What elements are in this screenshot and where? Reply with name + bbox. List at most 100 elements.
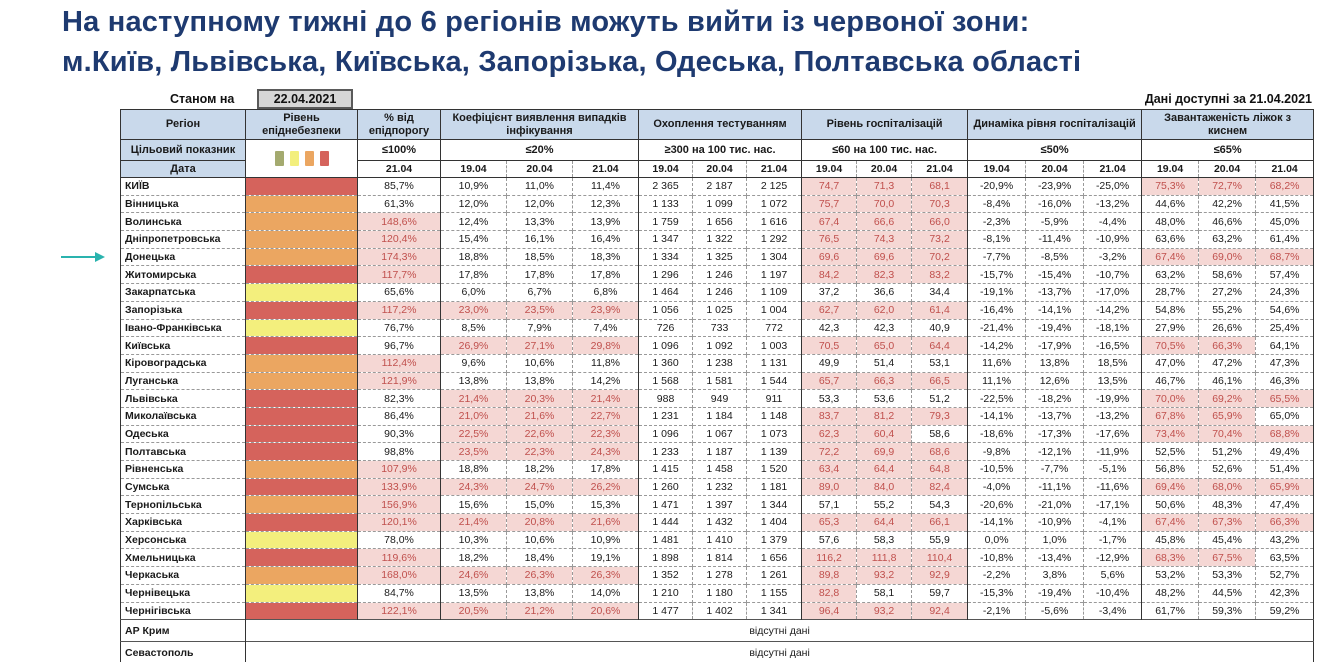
value-cell: 61,3% (357, 194, 441, 213)
value-cell: 18,2% (440, 548, 507, 567)
value-cell: 23,5% (506, 300, 573, 319)
table-row: Черкаська 168,0% 24,6% 26,3% 26,3% 1 352 1 278… (120, 566, 1314, 585)
table-header: Регіон Рівень епіднебезпеки% від епідпоро… (120, 109, 1315, 178)
value-cell: 45,8% (1141, 530, 1199, 549)
value-cell: 51,2 (911, 389, 968, 408)
date-header: 21.04 (911, 160, 968, 178)
target-value-4: ≤50% (967, 139, 1142, 161)
value-cell: 70,5% (1141, 336, 1199, 355)
region-name: Львівська (120, 389, 246, 408)
table-row: Донецька 174,3% 18,8% 18,5% 18,3% 1 334 1 325 1… (120, 247, 1314, 266)
group-header-0: % від епідпорогу (357, 109, 441, 140)
level-cell-orange (245, 194, 358, 213)
value-cell: -14,2% (967, 336, 1026, 355)
value-cell: -14,2% (1083, 300, 1142, 319)
value-cell: 42,3 (856, 318, 912, 337)
level-cell-orange (245, 353, 358, 373)
value-cell: 1 296 (638, 265, 693, 284)
value-cell: 17,8% (440, 265, 507, 284)
value-cell: 44,5% (1198, 583, 1256, 602)
value-cell: 13,8% (506, 371, 573, 390)
value-cell: -16,4% (967, 300, 1026, 319)
value-cell: 66,3% (1198, 336, 1256, 355)
value-cell: 27,1% (506, 336, 573, 355)
table-row: Закарпатська 65,6% 6,0% 6,7% 6,8% 1 464 1 246 1… (120, 283, 1314, 302)
value-cell: -2,3% (967, 212, 1026, 231)
date-row-label: Дата (120, 160, 246, 178)
value-cell: 10,6% (506, 530, 573, 549)
value-cell: 25,4% (1255, 318, 1314, 337)
value-cell: 61,7% (1141, 601, 1199, 620)
value-cell: 76,5 (801, 230, 857, 249)
value-cell: 1 432 (692, 513, 747, 532)
value-cell: 12,6% (1025, 371, 1084, 390)
level-cell-red (245, 177, 358, 196)
value-cell: -17,6% (1083, 424, 1142, 443)
value-cell: 1 233 (638, 442, 693, 461)
value-cell: 63,2% (1141, 265, 1199, 284)
value-cell: 47,0% (1141, 353, 1199, 373)
group-header-1: Коефіцієнт виявлення випадків інфікуванн… (439, 109, 640, 140)
value-cell: 949 (692, 389, 747, 408)
value-cell: 43,2% (1255, 530, 1314, 549)
value-cell: -12,9% (1083, 548, 1142, 567)
value-cell: 1 197 (746, 265, 802, 284)
value-cell: -12,1% (1025, 442, 1084, 461)
value-cell: 12,4% (440, 212, 507, 231)
value-cell: 120,4% (357, 230, 441, 249)
value-cell: 64,4 (911, 336, 968, 355)
value-cell: 70,5 (801, 336, 857, 355)
value-cell: 53,3% (1198, 566, 1256, 585)
value-cell: 58,6% (1198, 265, 1256, 284)
legend-chip-icon (274, 151, 284, 166)
value-cell: 67,4% (1141, 513, 1199, 532)
value-cell: 21,2% (506, 601, 573, 620)
region-name: Кіровоградська (120, 353, 246, 373)
value-cell: -2,2% (967, 566, 1026, 585)
value-cell: 21,4% (440, 513, 507, 532)
value-cell: 10,9% (440, 177, 507, 196)
value-cell: 70,4% (1198, 424, 1256, 443)
value-cell: 1 131 (746, 353, 802, 373)
value-cell: 1 181 (746, 477, 802, 496)
table-row: Рівненська 107,9% 18,8% 18,2% 17,8% 1 415 1 45… (120, 460, 1314, 479)
value-cell: 110,4 (911, 548, 968, 567)
value-cell: 11,0% (506, 177, 573, 196)
value-cell: 40,9 (911, 318, 968, 337)
value-cell: 16,4% (571, 230, 639, 249)
value-cell: 68,3% (1141, 548, 1199, 567)
value-cell: 26,2% (571, 477, 639, 496)
value-cell: 65,7 (801, 371, 857, 390)
value-cell: 65,9% (1198, 406, 1256, 426)
value-cell: 66,3% (1255, 513, 1314, 532)
value-cell: -17,3% (1025, 424, 1084, 443)
value-cell: 55,9 (911, 530, 968, 549)
value-cell: 1 520 (746, 460, 802, 479)
value-cell: 61,4 (911, 300, 968, 319)
value-cell: 1 025 (692, 300, 747, 319)
value-cell: 86,4% (357, 406, 441, 426)
region-name: Харківська (120, 513, 246, 532)
value-cell: 57,4% (1255, 265, 1314, 284)
value-cell: 1 096 (638, 424, 693, 443)
value-cell: 21,4% (571, 389, 639, 408)
level-cell-red (245, 389, 358, 408)
value-cell: 1 481 (638, 530, 693, 549)
value-cell: -13,2% (1083, 406, 1142, 426)
value-cell: 57,6 (801, 530, 857, 549)
value-cell: 14,0% (571, 583, 639, 602)
value-cell: 21,4% (440, 389, 507, 408)
as-of-date-box: 22.04.2021 (257, 89, 353, 109)
value-cell: 83,2 (911, 265, 968, 284)
value-cell: -3,2% (1083, 247, 1142, 266)
value-cell: -18,6% (967, 424, 1026, 443)
value-cell: -5,1% (1083, 460, 1142, 479)
date-header: 20.04 (856, 160, 912, 178)
value-cell: -13,7% (1025, 283, 1084, 302)
region-name: Тернопільська (120, 495, 246, 514)
value-cell: 16,1% (506, 230, 573, 249)
value-cell: 7,4% (571, 318, 639, 337)
value-cell: 59,2% (1255, 601, 1314, 620)
level-cell-orange (245, 247, 358, 266)
table-row: Луганська 121,9% 13,8% 13,8% 14,2% 1 568 1 581… (120, 371, 1314, 390)
